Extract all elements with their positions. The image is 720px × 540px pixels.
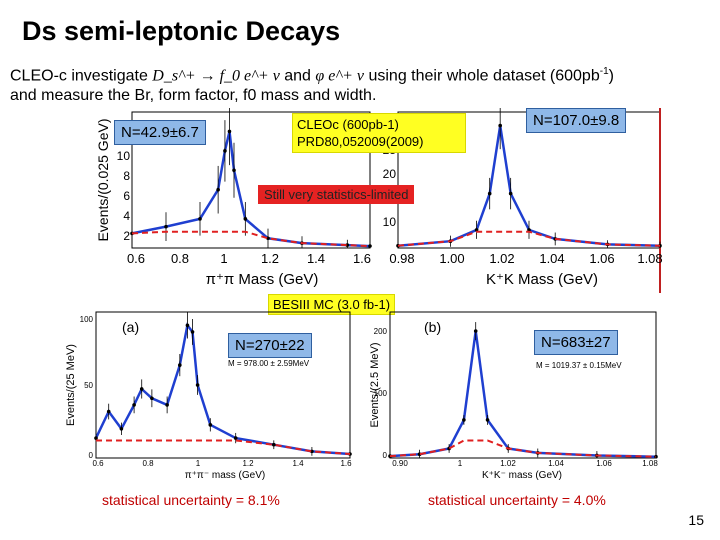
bes-right-ytick: 200 xyxy=(374,327,388,336)
cleo-right-yield: N=107.0±9.8 xyxy=(526,108,627,133)
intro-line1-a: CLEO-c investigate xyxy=(10,67,153,85)
bes-left-xtick: 1 xyxy=(196,459,201,468)
left-stat-uncertainty: statistical uncertainty = 8.1% xyxy=(102,492,280,508)
cleo-left-ytick: 6 xyxy=(123,189,130,203)
besiii-right-xlabel: K⁺K⁻ mass (GeV) xyxy=(482,470,562,481)
panel-b-label: (b) xyxy=(424,319,441,335)
bes-right-xtick: 0.90 xyxy=(392,459,408,468)
bes-left-xtick: 1.4 xyxy=(292,459,304,468)
cleo-left-yield: N=42.9±6.7 xyxy=(114,120,206,145)
besiii-right-mass: M = 1019.37 ± 0.15MeV xyxy=(536,361,622,370)
cleo-left-ytick: 2 xyxy=(123,229,130,243)
cleo-plots: 0.6 0.8 1 1.2 1.4 1.6 0.98 1.00 1.02 1.0… xyxy=(95,108,663,293)
bes-left-xtick: 1.6 xyxy=(340,459,352,468)
cleo-right-xtick: 1.08 xyxy=(637,251,662,266)
bes-right-xtick: 1.06 xyxy=(596,459,612,468)
intro-line1-c: using their whole dataset (600pb xyxy=(364,67,600,85)
bes-left-xtick: 1.2 xyxy=(242,459,254,468)
intro-line1-d: ) xyxy=(608,67,614,85)
besiii-right-ylabel: Events/(2.5 MeV) xyxy=(369,343,381,428)
cleo-right-ytick: 10 xyxy=(383,215,397,229)
cleo-left-xtick: 1.4 xyxy=(307,251,325,266)
besiii-right-frame xyxy=(389,311,657,459)
statistics-banner: Still very statistics-limited xyxy=(258,185,415,204)
cleo-right-xtick: 1.06 xyxy=(589,251,614,266)
besiii-plots: (a) (b) M = 978.00 ± 2.59MeV M = 1019.37… xyxy=(65,311,658,481)
besiii-right-yield: N=683±27 xyxy=(534,330,618,355)
intro-line1-b: and xyxy=(279,67,316,85)
bes-right-ytick: 0 xyxy=(383,451,388,460)
background-curve xyxy=(131,230,371,248)
slide-title: Ds semi-leptonic Decays xyxy=(22,16,341,46)
intro-text: CLEO-c investigate D_s^+ → f_0 e^+ ν and… xyxy=(10,62,710,106)
besiii-left-frame xyxy=(95,311,351,459)
cleo-right-xtick: 1.04 xyxy=(539,251,564,266)
cleo-ref-line2: PRD80,052009(2009) xyxy=(297,134,424,149)
bes-left-xtick: 0.6 xyxy=(92,459,104,468)
bes-right-xtick: 1 xyxy=(458,459,463,468)
formula-phi: φ e^+ ν xyxy=(315,67,365,85)
cleo-reference-label: CLEOc (600pb-1) PRD80,052009(2009) xyxy=(292,113,466,153)
background-curve xyxy=(96,439,351,455)
cleo-ref-line1: CLEOc (600pb-1) xyxy=(297,117,399,132)
background-curve xyxy=(389,439,657,458)
besiii-mc-label: BESIII MC (3.0 fb-1) xyxy=(268,294,396,315)
right-stat-uncertainty: statistical uncertainty = 4.0% xyxy=(428,492,606,508)
cleo-right-xtick: 0.98 xyxy=(389,251,414,266)
fit-curve xyxy=(131,131,371,248)
cleo-right-ytick: 20 xyxy=(383,167,397,181)
cleo-left-xtick: 0.6 xyxy=(127,251,145,266)
panel-a-label: (a) xyxy=(122,319,139,335)
besiii-left-xlabel: π⁺π⁻ mass (GeV) xyxy=(185,470,265,481)
cleo-left-ytick: 10 xyxy=(117,149,131,163)
cleo-left-ylabel: Events/(0.025 GeV) xyxy=(95,119,111,242)
cleo-left-ytick: 8 xyxy=(123,169,130,183)
bes-left-xtick: 0.8 xyxy=(142,459,154,468)
cleo-right-xtick: 1.02 xyxy=(489,251,514,266)
bes-right-xtick: 1.04 xyxy=(548,459,564,468)
bes-right-ytick: 100 xyxy=(374,389,388,398)
exponent: -1 xyxy=(599,66,609,77)
cleo-right-xlabel: K⁺K Mass (GeV) xyxy=(486,271,598,288)
bes-left-ytick: 50 xyxy=(84,381,93,390)
bes-right-xtick: 1.08 xyxy=(642,459,658,468)
cleo-left-ytick: 4 xyxy=(123,209,130,223)
cleo-left-xlabel: π⁺π Mass (GeV) xyxy=(206,271,319,288)
cleo-left-xtick: 0.8 xyxy=(171,251,189,266)
formula-ds-f0: D_s^+ → f_0 e^+ ν xyxy=(152,67,280,85)
besiii-left-ylabel: Events/(25 MeV) xyxy=(65,344,77,426)
besiii-left-yield: N=270±22 xyxy=(228,333,312,358)
cleo-right-xtick: 1.00 xyxy=(439,251,464,266)
bes-left-ytick: 0 xyxy=(89,451,94,460)
cleo-left-xtick: 1 xyxy=(220,251,227,266)
bes-left-ytick: 100 xyxy=(80,315,94,324)
page-number: 15 xyxy=(688,512,704,528)
cleo-left-xtick: 1.6 xyxy=(353,251,371,266)
cleo-left-xtick: 1.2 xyxy=(261,251,279,266)
fit-curve xyxy=(397,125,661,247)
besiii-left-mass: M = 978.00 ± 2.59MeV xyxy=(228,359,310,368)
intro-line2: and measure the Br, form factor, f0 mass… xyxy=(10,87,377,105)
cleo-left-frame xyxy=(131,111,371,249)
bes-right-xtick: 1.02 xyxy=(500,459,516,468)
fit-curve xyxy=(94,322,351,456)
